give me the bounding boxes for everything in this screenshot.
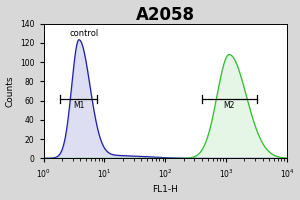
Text: M1: M1 xyxy=(73,101,84,110)
Text: M2: M2 xyxy=(224,101,235,110)
X-axis label: FL1-H: FL1-H xyxy=(152,185,178,194)
Text: control: control xyxy=(69,29,98,38)
Title: A2058: A2058 xyxy=(136,6,195,24)
Y-axis label: Counts: Counts xyxy=(6,75,15,107)
